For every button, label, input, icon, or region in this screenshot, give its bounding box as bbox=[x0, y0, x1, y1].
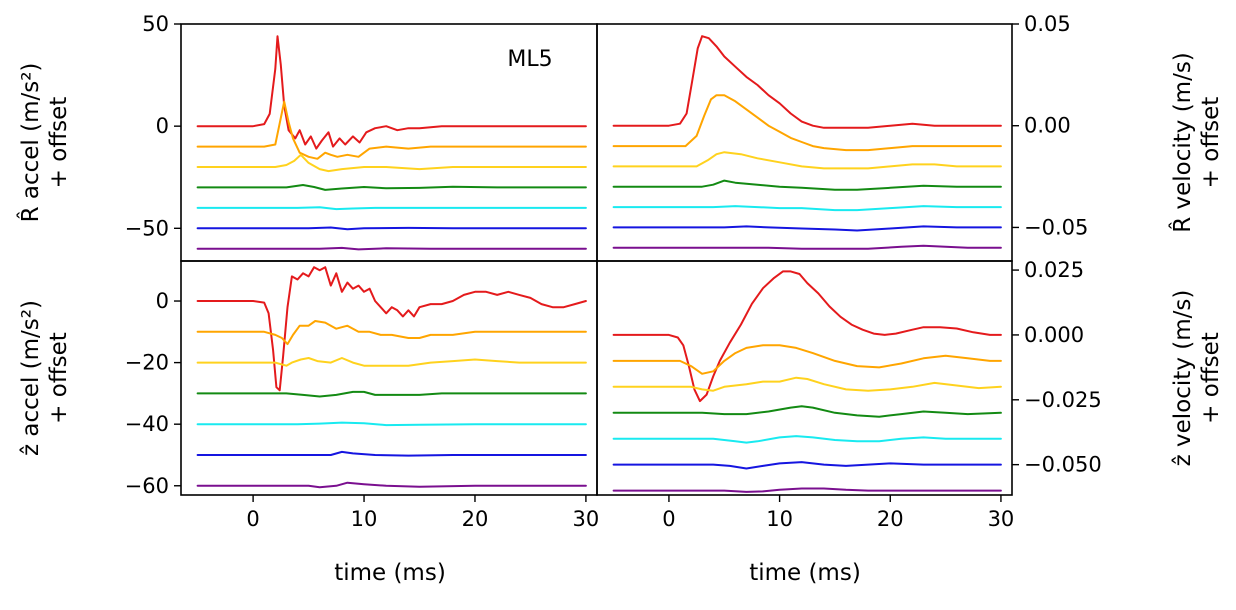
R-accel-ylabel-sub: + offset bbox=[46, 97, 72, 189]
z-accel-ytick-label: −60 bbox=[125, 474, 169, 498]
z-velocity-xtick-label: 10 bbox=[766, 507, 793, 531]
z-accel-trace-2 bbox=[196, 320, 587, 346]
R-velocity-trace-7 bbox=[612, 244, 1002, 250]
R-accel-trace-5 bbox=[196, 206, 587, 211]
z-accel-trace-4 bbox=[196, 390, 587, 398]
z-velocity-ytick-label: 0.000 bbox=[1024, 323, 1084, 347]
R-accel-trace-1 bbox=[196, 35, 587, 150]
panels-layer: 500−50R̂ accel (m/s²) + offset0.050.00−0.… bbox=[17, 12, 1224, 531]
z-velocity-ylabel: ẑ velocity (m/s) bbox=[1170, 290, 1196, 467]
z-velocity-ytick-label: −0.025 bbox=[1024, 388, 1102, 412]
R-accel-trace-4 bbox=[196, 184, 587, 191]
panel-annotation: ML5 bbox=[507, 47, 552, 72]
z-accel-xtick-label: 10 bbox=[351, 507, 378, 531]
z-accel-ytick-label: −20 bbox=[125, 351, 169, 375]
R-accel-ytick-label: −50 bbox=[125, 216, 169, 240]
z-accel-trace-1 bbox=[196, 266, 587, 392]
z-velocity-trace-1 bbox=[612, 270, 1002, 403]
R-velocity-trace-1 bbox=[612, 35, 1002, 129]
z-accel-trace-5 bbox=[196, 421, 587, 427]
z-accel-ylabel-sub: + offset bbox=[46, 332, 72, 424]
x-axis-label-left: time (ms) bbox=[334, 560, 446, 586]
R-velocity-trace-5 bbox=[612, 205, 1002, 212]
z-velocity-trace-2 bbox=[612, 344, 1002, 375]
R-velocity-ytick-label: 0.00 bbox=[1024, 114, 1071, 138]
panel-z-accel: 0 −20 −40 −60 0 10 20 30 ẑ accel (m/s²) + offset bbox=[18, 266, 600, 531]
z-velocity-trace-6 bbox=[612, 461, 1002, 470]
z-accel-xtick-label: 30 bbox=[573, 507, 600, 531]
R-accel-ytick-label: 50 bbox=[142, 12, 169, 36]
R-accel-trace-6 bbox=[196, 226, 587, 231]
z-velocity-frame bbox=[596, 260, 1013, 496]
z-accel-trace-6 bbox=[196, 450, 587, 457]
R-velocity-trace-2 bbox=[612, 94, 1002, 152]
z-velocity-trace-3 bbox=[612, 376, 1002, 392]
z-accel-frame bbox=[180, 260, 598, 496]
z-velocity-trace-7 bbox=[612, 487, 1002, 493]
R-velocity-trace-3 bbox=[612, 151, 1002, 170]
R-velocity-ytick-label: 0.05 bbox=[1024, 12, 1071, 36]
R-velocity-trace-6 bbox=[612, 225, 1002, 232]
R-accel-trace-3 bbox=[196, 153, 587, 173]
R-accel-ylabel: R̂ accel (m/s²) bbox=[17, 63, 44, 223]
R-accel-ytick-label: 0 bbox=[156, 114, 169, 138]
R-velocity-ylabel-sub: + offset bbox=[1198, 97, 1224, 189]
panel-R-velocity: 0.05 0.00 −0.05 R̂ velocity (m/s) + offset bbox=[612, 12, 1224, 250]
panel-R-accel: 50 0 −50 R̂ accel (m/s²) + offset bbox=[17, 12, 587, 251]
panel-z-velocity: 0.025 0.000 −0.025 −0.050 0 10 20 30 ẑ velocity … bbox=[612, 258, 1224, 531]
z-accel-trace-3 bbox=[196, 357, 587, 367]
z-accel-xtick-label: 20 bbox=[462, 507, 489, 531]
z-velocity-trace-5 bbox=[612, 435, 1002, 444]
z-velocity-xtick-label: 20 bbox=[877, 507, 904, 531]
frames-layer bbox=[180, 23, 1013, 496]
z-accel-ytick-label: 0 bbox=[156, 289, 169, 313]
labels-layer: ML5 time (ms) time (ms) bbox=[334, 47, 861, 586]
R-velocity-ytick-label: −0.05 bbox=[1024, 215, 1088, 239]
R-velocity-ylabel: R̂ velocity (m/s) bbox=[1169, 52, 1196, 233]
z-velocity-xtick-label: 30 bbox=[988, 507, 1015, 531]
z-accel-ylabel: ẑ accel (m/s²) bbox=[18, 300, 44, 456]
z-accel-xtick-label: 0 bbox=[246, 507, 259, 531]
z-velocity-ylabel-sub: + offset bbox=[1198, 332, 1224, 424]
R-accel-trace-2 bbox=[196, 100, 587, 160]
z-accel-trace-7 bbox=[196, 481, 587, 489]
z-velocity-trace-4 bbox=[612, 405, 1002, 418]
z-accel-ytick-label: −40 bbox=[125, 412, 169, 436]
x-axis-label-right: time (ms) bbox=[749, 560, 861, 586]
R-accel-trace-7 bbox=[196, 246, 587, 251]
z-velocity-ytick-label: 0.025 bbox=[1024, 258, 1084, 282]
R-velocity-trace-4 bbox=[612, 179, 1002, 191]
z-velocity-xtick-label: 0 bbox=[662, 507, 675, 531]
z-velocity-ytick-label: −0.050 bbox=[1024, 453, 1102, 477]
